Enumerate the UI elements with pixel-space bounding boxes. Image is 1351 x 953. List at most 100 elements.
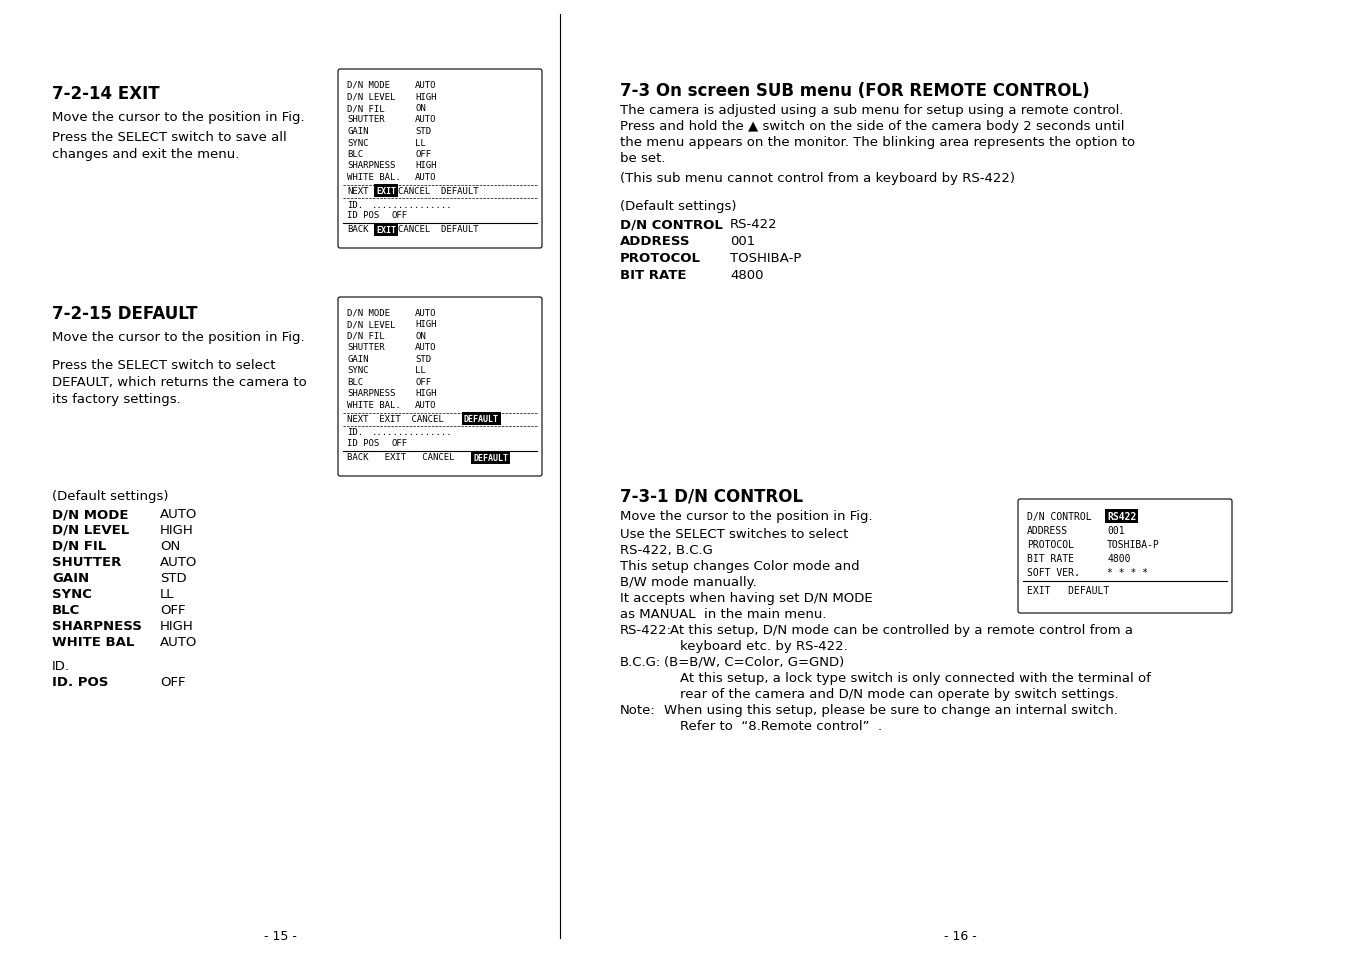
Text: EXIT: EXIT — [376, 187, 396, 195]
Text: HIGH: HIGH — [415, 389, 436, 398]
Text: HIGH: HIGH — [159, 619, 193, 633]
Text: SYNC: SYNC — [347, 138, 369, 148]
Text: ON: ON — [415, 332, 426, 340]
Text: EXIT: EXIT — [376, 226, 396, 234]
Text: the menu appears on the monitor. The blinking area represents the option to: the menu appears on the monitor. The bli… — [620, 136, 1135, 149]
Text: ID POS: ID POS — [347, 212, 380, 220]
Text: (Default settings): (Default settings) — [51, 490, 169, 502]
Text: ID POS: ID POS — [347, 439, 380, 448]
Text: GAIN: GAIN — [347, 355, 369, 364]
Text: SHUTTER: SHUTTER — [51, 556, 122, 568]
Text: D/N MODE: D/N MODE — [51, 507, 128, 520]
Text: SHARPNESS: SHARPNESS — [347, 161, 396, 171]
Text: OFF: OFF — [415, 377, 431, 387]
Text: STD: STD — [415, 355, 431, 364]
Text: SHARPNESS: SHARPNESS — [51, 619, 142, 633]
Text: ...............: ............... — [372, 200, 453, 210]
Text: SOFT VER.: SOFT VER. — [1027, 567, 1079, 578]
Text: 4800: 4800 — [1106, 554, 1131, 563]
Text: HIGH: HIGH — [159, 523, 193, 537]
FancyBboxPatch shape — [338, 70, 542, 249]
Text: be set.: be set. — [620, 152, 666, 165]
Text: Use the SELECT switches to select: Use the SELECT switches to select — [620, 527, 848, 540]
Text: AUTO: AUTO — [415, 115, 436, 125]
Text: D/N FIL: D/N FIL — [347, 332, 385, 340]
Text: B.C.G:: B.C.G: — [620, 656, 661, 668]
Text: The camera is adjusted using a sub menu for setup using a remote control.: The camera is adjusted using a sub menu … — [620, 104, 1124, 117]
Text: LL: LL — [415, 138, 426, 148]
Text: At this setup, D/N mode can be controlled by a remote control from a: At this setup, D/N mode can be controlle… — [670, 623, 1133, 637]
Text: B/W mode manually.: B/W mode manually. — [620, 576, 757, 588]
Text: keyboard etc. by RS-422.: keyboard etc. by RS-422. — [680, 639, 847, 652]
Text: D/N CONTROL: D/N CONTROL — [620, 218, 723, 231]
Text: SYNC: SYNC — [51, 587, 92, 600]
Text: TOSHIBA-P: TOSHIBA-P — [730, 252, 801, 265]
Text: AUTO: AUTO — [159, 507, 197, 520]
Text: LL: LL — [159, 587, 174, 600]
Text: ID.: ID. — [347, 200, 363, 210]
Text: WHITE BAL.: WHITE BAL. — [347, 400, 401, 410]
Text: AUTO: AUTO — [159, 556, 197, 568]
Text: Press the SELECT switch to select: Press the SELECT switch to select — [51, 358, 276, 372]
Text: 7-2-14 EXIT: 7-2-14 EXIT — [51, 85, 159, 103]
Text: changes and exit the menu.: changes and exit the menu. — [51, 148, 239, 161]
Text: SHARPNESS: SHARPNESS — [347, 389, 396, 398]
Text: BLC: BLC — [347, 377, 363, 387]
Text: Move the cursor to the position in Fig.: Move the cursor to the position in Fig. — [51, 111, 304, 124]
Text: CANCEL  DEFAULT: CANCEL DEFAULT — [399, 188, 478, 196]
Text: D/N LEVEL: D/N LEVEL — [347, 320, 396, 329]
Text: D/N FIL: D/N FIL — [51, 539, 107, 553]
Text: AUTO: AUTO — [415, 309, 436, 317]
Text: ON: ON — [415, 104, 426, 112]
Text: At this setup, a lock type switch is only connected with the terminal of: At this setup, a lock type switch is onl… — [680, 671, 1151, 684]
Text: OFF: OFF — [390, 439, 407, 448]
Text: OFF: OFF — [159, 676, 185, 688]
Text: BIT RATE: BIT RATE — [620, 269, 686, 282]
Text: 7-3-1 D/N CONTROL: 7-3-1 D/N CONTROL — [620, 488, 802, 505]
Text: SHUTTER: SHUTTER — [347, 343, 385, 352]
Text: BACK: BACK — [347, 225, 369, 234]
Text: - 16 -: - 16 - — [943, 929, 977, 942]
Text: ID.: ID. — [51, 659, 70, 672]
Text: - 15 -: - 15 - — [263, 929, 296, 942]
Text: HIGH: HIGH — [415, 92, 436, 101]
Text: RS-422, B.C.G: RS-422, B.C.G — [620, 543, 713, 557]
FancyBboxPatch shape — [338, 297, 542, 476]
Text: Move the cursor to the position in Fig.: Move the cursor to the position in Fig. — [51, 331, 304, 344]
Text: AUTO: AUTO — [415, 400, 436, 410]
Text: OFF: OFF — [415, 150, 431, 159]
Text: Press and hold the ▲ switch on the side of the camera body 2 seconds until: Press and hold the ▲ switch on the side … — [620, 120, 1124, 132]
Text: rear of the camera and D/N mode can operate by switch settings.: rear of the camera and D/N mode can oper… — [680, 687, 1119, 700]
Text: EXIT   DEFAULT: EXIT DEFAULT — [1027, 585, 1109, 596]
Text: Move the cursor to the position in Fig.: Move the cursor to the position in Fig. — [620, 510, 873, 522]
Text: HIGH: HIGH — [415, 320, 436, 329]
Text: CANCEL  DEFAULT: CANCEL DEFAULT — [399, 225, 478, 234]
Text: its factory settings.: its factory settings. — [51, 393, 181, 406]
Text: AUTO: AUTO — [415, 172, 436, 182]
Text: (Default settings): (Default settings) — [620, 200, 736, 213]
Text: RS422: RS422 — [1106, 512, 1136, 521]
Text: OFF: OFF — [390, 212, 407, 220]
Text: D/N FIL: D/N FIL — [347, 104, 385, 112]
Text: OFF: OFF — [159, 603, 185, 617]
Text: Refer to  “8.Remote control”  .: Refer to “8.Remote control” . — [680, 720, 882, 732]
Text: SHUTTER: SHUTTER — [347, 115, 385, 125]
Text: SYNC: SYNC — [347, 366, 369, 375]
Text: STD: STD — [159, 572, 186, 584]
Text: 001: 001 — [1106, 525, 1124, 536]
Text: D/N LEVEL: D/N LEVEL — [347, 92, 396, 101]
Text: D/N MODE: D/N MODE — [347, 81, 390, 90]
Text: NEXT  EXIT  CANCEL: NEXT EXIT CANCEL — [347, 416, 443, 424]
Text: GAIN: GAIN — [347, 127, 369, 136]
Text: TOSHIBA-P: TOSHIBA-P — [1106, 539, 1161, 550]
Text: LL: LL — [415, 366, 426, 375]
Text: BIT RATE: BIT RATE — [1027, 554, 1074, 563]
Text: NEXT: NEXT — [347, 188, 369, 196]
Text: 4800: 4800 — [730, 269, 763, 282]
Text: When using this setup, please be sure to change an internal switch.: When using this setup, please be sure to… — [663, 703, 1117, 717]
Text: ...............: ............... — [372, 428, 453, 437]
Text: 7-2-15 DEFAULT: 7-2-15 DEFAULT — [51, 305, 197, 323]
Text: This setup changes Color mode and: This setup changes Color mode and — [620, 559, 859, 573]
Text: AUTO: AUTO — [415, 343, 436, 352]
Text: RS-422:: RS-422: — [620, 623, 671, 637]
